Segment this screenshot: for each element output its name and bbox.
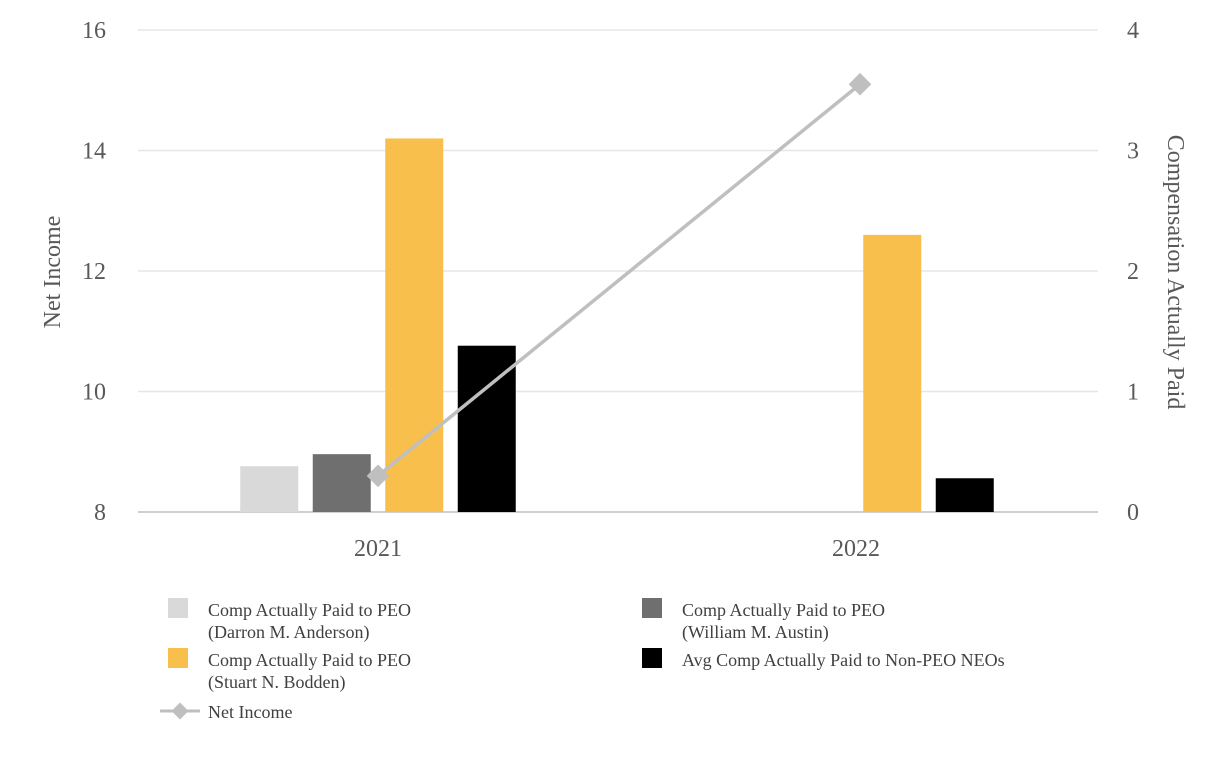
left-axis-tick-label: 12 [82,259,106,285]
bar-comp-actually-paid-to-peo-stuart-n-bodden [863,234,922,512]
bar-comp-actually-paid-to-peo-darron-m-anderson [240,466,299,512]
right-axis-tick-label: 4 [1127,18,1139,44]
right-axis-tick-label: 1 [1127,380,1139,406]
bars [240,138,994,512]
net-income-line-group [366,72,872,488]
gridlines [138,29,1098,513]
bar-comp-actually-paid-to-peo-william-m-austin [312,454,371,512]
net-income-point [848,72,872,96]
left-axis-tick-label: 16 [82,18,106,44]
x-axis-tick-label: 2021 [354,536,402,562]
bar-comp-actually-paid-to-peo-stuart-n-bodden [385,138,444,512]
net-income-point [366,464,390,488]
left-axis-title: Net Income [40,216,66,329]
right-axis-tick-label: 3 [1127,139,1139,165]
left-axis-tick-label: 10 [82,380,106,406]
right-axis-tick-label: 2 [1127,259,1139,285]
net-income-line [376,82,862,478]
left-axis-tick-label: 8 [94,500,106,526]
right-axis-title: Compensation Actually Paid [1162,135,1188,410]
right-axis-tick-label: 0 [1127,500,1139,526]
bar-avg-comp-actually-paid-to-non-peo-neos [935,478,994,512]
x-axis-tick-label: 2022 [832,536,880,562]
left-axis-tick-label: 14 [82,139,106,165]
